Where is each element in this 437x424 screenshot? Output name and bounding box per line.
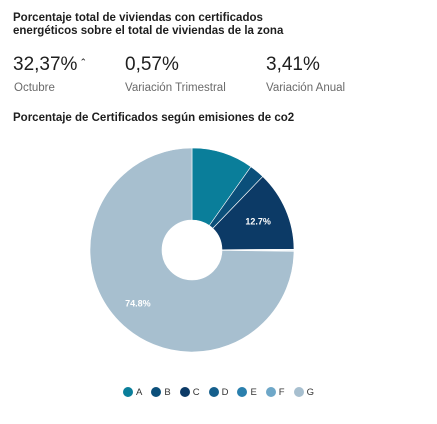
stat-anual-label: Variación Anual — [266, 82, 346, 94]
stat-trimestral-value: 0,57% — [125, 54, 179, 75]
chart-title: Porcentaje de Certificados según emision… — [13, 112, 295, 124]
chart-legend: A B C D E F G — [0, 384, 437, 400]
legend-label: A — [136, 386, 143, 398]
legend-swatch-icon — [179, 387, 190, 397]
legend-swatch-icon — [151, 387, 162, 397]
slice-G[interactable] — [89, 147, 295, 353]
legend-item-D[interactable]: D — [208, 384, 229, 400]
stat-octubre-value: 32,37% ⌃ — [13, 54, 87, 76]
legend-swatch-icon — [293, 387, 304, 397]
legend-swatch-icon — [208, 387, 219, 397]
trend-up-icon: ⌃ — [79, 57, 87, 67]
legend-label: F — [278, 386, 285, 398]
legend-label: D — [221, 386, 229, 398]
legend-item-E[interactable]: E — [237, 384, 257, 400]
legend-label: G — [306, 386, 314, 398]
legend-item-G[interactable]: G — [293, 384, 314, 400]
legend-label: E — [250, 386, 257, 398]
legend-swatch-icon — [265, 387, 276, 397]
legend-item-B[interactable]: B — [151, 384, 171, 400]
legend-item-F[interactable]: F — [265, 384, 285, 400]
stat-trimestral-label: Variación Trimestral — [125, 82, 226, 94]
legend-item-A[interactable]: A — [123, 384, 142, 400]
legend-swatch-icon — [237, 387, 248, 397]
legend-label: C — [192, 386, 200, 398]
panel-title: Porcentaje total de viviendas con certif… — [13, 12, 284, 37]
data-label-C: 12.7% — [245, 217, 271, 227]
legend-label: B — [164, 386, 171, 398]
stat-octubre-label: Octubre — [14, 82, 55, 94]
stat-anual-value: 3,41% — [266, 54, 320, 75]
stat-octubre-number: 32,37% — [13, 54, 78, 75]
data-label-G: 74.8% — [125, 298, 151, 308]
legend-item-C[interactable]: C — [179, 384, 200, 400]
legend-swatch-icon — [123, 387, 133, 397]
